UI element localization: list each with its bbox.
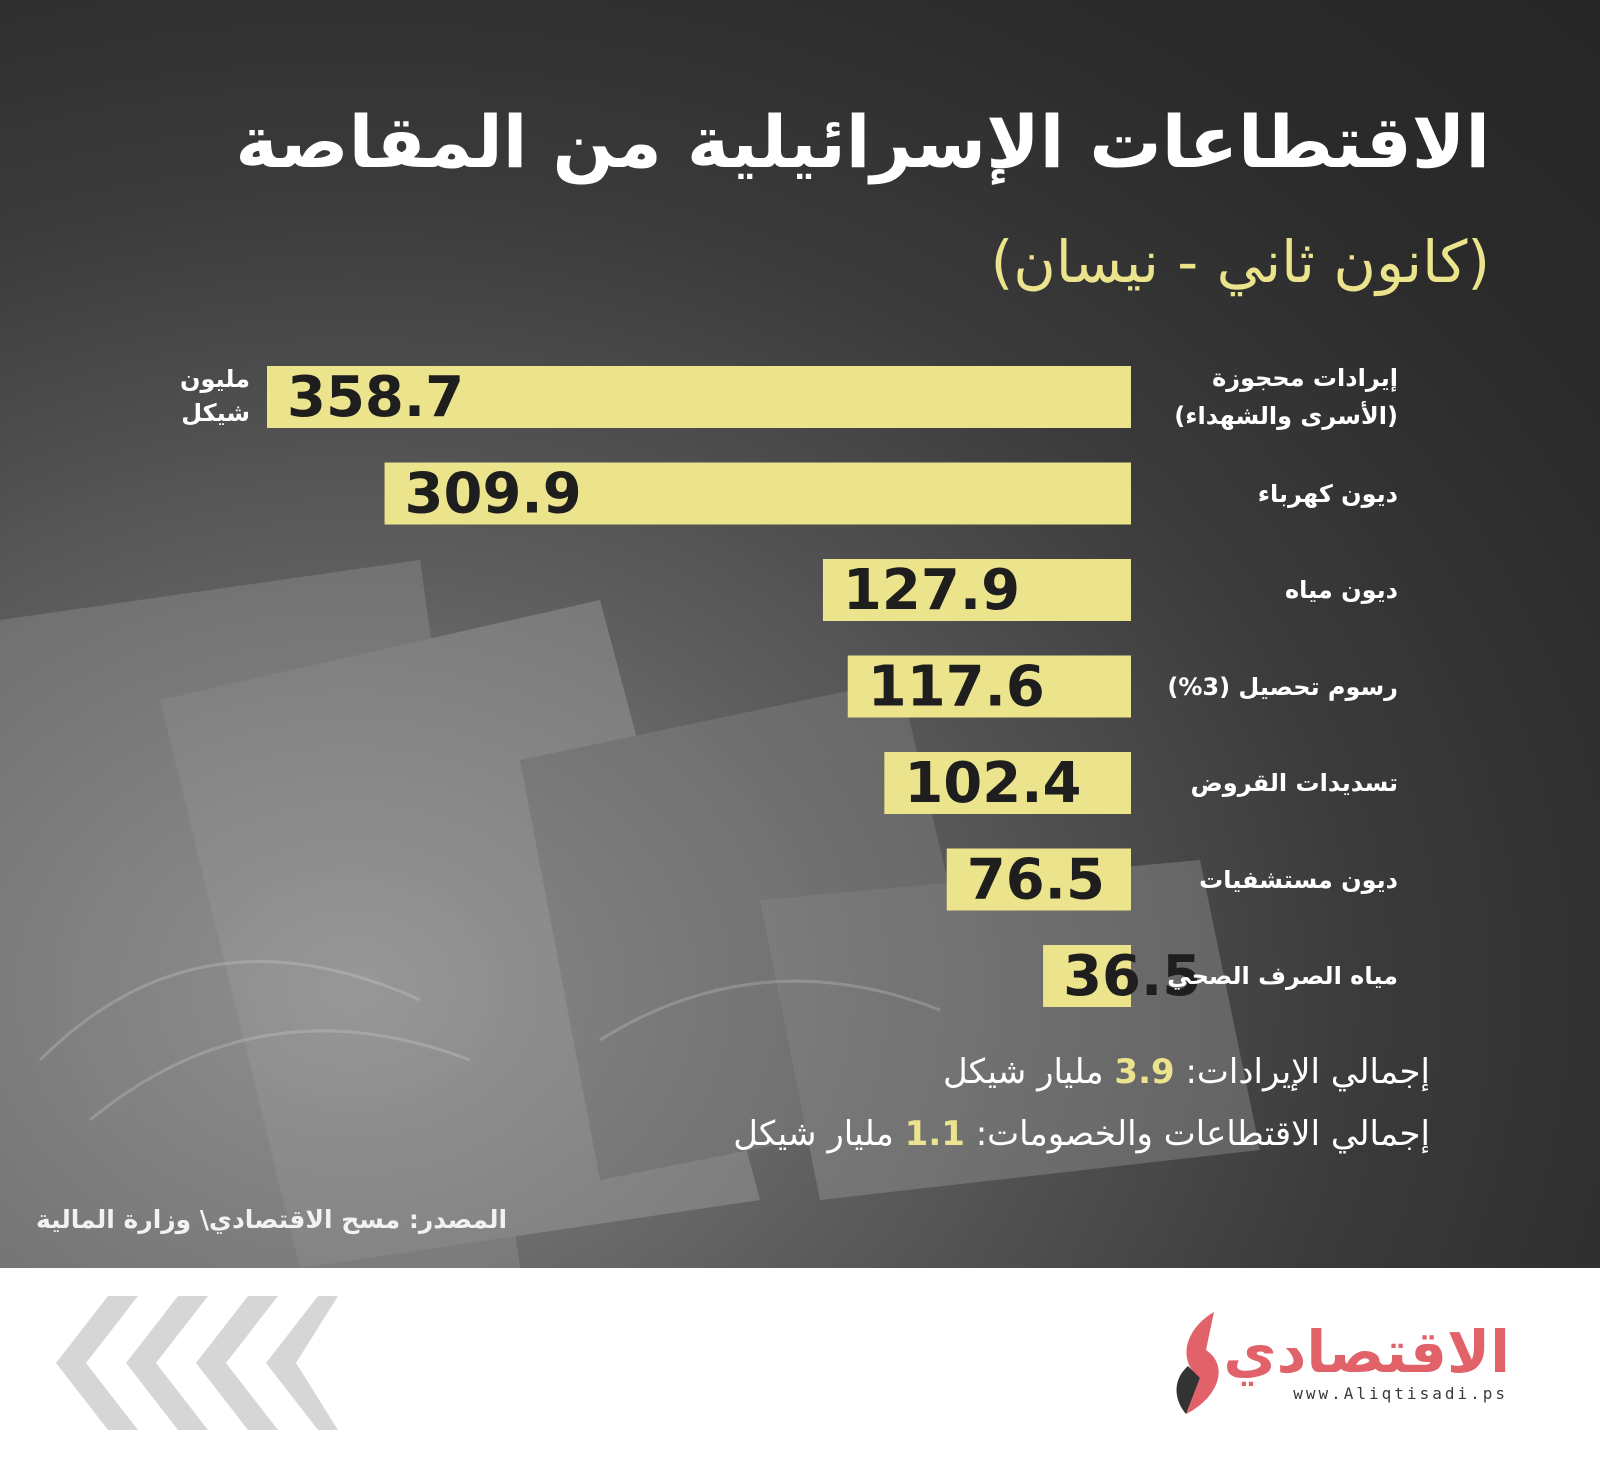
page-title: الاقتطاعات الإسرائيلية من المقاصة bbox=[235, 100, 1490, 184]
brand-url: www.Aliqtisadi.ps bbox=[1293, 1384, 1508, 1403]
total-revenue-number: 3.9 bbox=[1114, 1052, 1175, 1092]
category-label: رسوم تحصيل (3%) bbox=[1148, 668, 1398, 706]
brand-logo-icon bbox=[1176, 1312, 1219, 1414]
total-revenue: إجمالي الإيرادات: 3.9 مليار شيكل bbox=[943, 1052, 1430, 1092]
category-label-line: رسوم تحصيل (3%) bbox=[1167, 672, 1398, 701]
category-label-line: (الأسرى والشهداء) bbox=[1174, 402, 1398, 430]
total-deductions-suffix: مليار شيكل bbox=[733, 1114, 905, 1154]
unit-label-line2: شيكل bbox=[181, 399, 250, 427]
category-label: تسديدات القروض bbox=[1148, 764, 1398, 802]
bar-value-label: 117.6 bbox=[868, 655, 1045, 720]
bar-value-label: 36.5 bbox=[1063, 944, 1201, 1009]
category-label: ديون كهرباء bbox=[1148, 475, 1398, 513]
total-deductions: إجمالي الاقتطاعات والخصومات: 1.1 مليار ش… bbox=[733, 1114, 1430, 1154]
footer bbox=[0, 1268, 1600, 1462]
category-label-line: ديون كهرباء bbox=[1257, 479, 1398, 508]
infographic-poster: الاقتطاعات الإسرائيلية من المقاصة (كانون… bbox=[0, 0, 1600, 1268]
category-label-line: ديون مياه bbox=[1284, 576, 1398, 604]
page-subtitle: (كانون ثاني - نيسان) bbox=[990, 228, 1490, 296]
bar bbox=[847, 655, 1131, 718]
bar bbox=[884, 752, 1131, 814]
category-label-line: مياه الصرف الصحي bbox=[1167, 962, 1398, 990]
bar-value-label: 309.9 bbox=[405, 462, 582, 527]
bar bbox=[1043, 945, 1131, 1007]
category-label: مياه الصرف الصحي bbox=[1148, 957, 1398, 995]
bar bbox=[822, 559, 1131, 621]
unit-label-line1: مليون bbox=[180, 365, 250, 393]
total-revenue-suffix: مليار شيكل bbox=[943, 1052, 1115, 1092]
unit-label: مليون شيكل bbox=[150, 362, 250, 430]
bar-value-label: 358.7 bbox=[287, 365, 464, 430]
bar-value-label: 102.4 bbox=[904, 751, 1081, 816]
total-deductions-prefix: إجمالي الاقتطاعات والخصومات: bbox=[964, 1114, 1430, 1154]
category-label-line: إيرادات محجوزة bbox=[1212, 364, 1398, 392]
banknotes-background bbox=[0, 560, 1260, 1268]
total-deductions-number: 1.1 bbox=[904, 1114, 965, 1154]
brand-logo-text: الاقتصادي bbox=[1223, 1318, 1510, 1386]
bar-chart: 358.7 309.9 127.9 117.6 102.4 76.5 36.5 bbox=[267, 365, 1201, 1009]
total-revenue-prefix: إجمالي الإيرادات: bbox=[1174, 1052, 1430, 1092]
bar-value-label: 76.5 bbox=[967, 848, 1105, 913]
category-label: إيرادات محجوزة (الأسرى والشهداء) bbox=[1148, 359, 1398, 435]
bar-value-label: 127.9 bbox=[843, 558, 1020, 623]
bar bbox=[267, 366, 1131, 428]
category-label-line: ديون مستشفيات bbox=[1199, 865, 1398, 894]
category-label-line: تسديدات القروض bbox=[1190, 769, 1398, 797]
bar bbox=[384, 462, 1132, 525]
category-label: ديون مياه bbox=[1148, 571, 1398, 609]
source-note: المصدر: مسح الاقتصادي\ وزارة المالية bbox=[36, 1205, 508, 1234]
bar bbox=[946, 848, 1131, 911]
category-label: ديون مستشفيات bbox=[1148, 861, 1398, 899]
chevrons-decoration bbox=[56, 1296, 338, 1430]
